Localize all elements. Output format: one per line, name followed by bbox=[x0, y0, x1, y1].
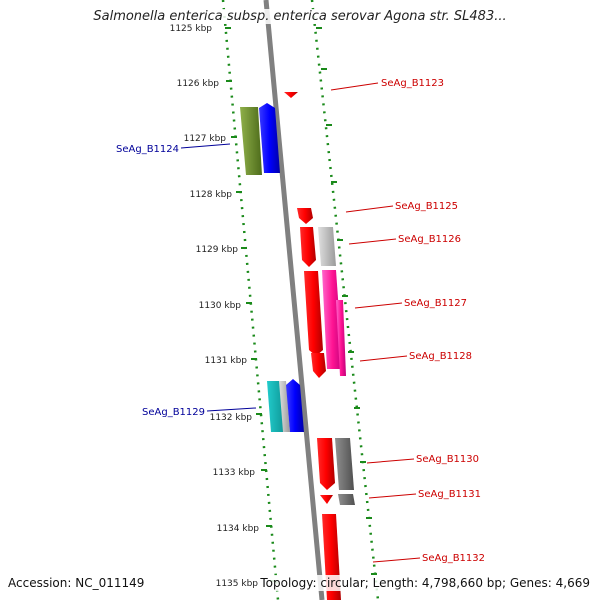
gene-label-SeAg_B1128[interactable]: SeAg_B1128 bbox=[409, 351, 472, 362]
gene-SeAg_B1131[interactable] bbox=[320, 494, 355, 505]
tick-label: 1129 kbp bbox=[196, 245, 239, 255]
gene-label-SeAg_B1126[interactable]: SeAg_B1126 bbox=[398, 234, 461, 245]
gene-label-SeAg_B1125[interactable]: SeAg_B1125 bbox=[395, 201, 458, 212]
label-leaders bbox=[180, 82, 421, 563]
gene-SeAg_B1126[interactable] bbox=[300, 227, 336, 267]
tick-label: 1131 kbp bbox=[205, 356, 248, 366]
tick-label: 1134 kbp bbox=[217, 524, 260, 534]
tick-label: 1127 kbp bbox=[184, 134, 227, 144]
gene-SeAg_B1128[interactable] bbox=[311, 300, 346, 378]
topology-summary: Topology: circular; Length: 4,798,660 bp… bbox=[260, 575, 590, 591]
gene-label-SeAg_B1123[interactable]: SeAg_B1123 bbox=[381, 78, 444, 89]
tick-label: 1128 kbp bbox=[190, 190, 233, 200]
tick-label: 1135 kbp bbox=[216, 579, 259, 589]
tick-label: 1125 kbp bbox=[170, 24, 213, 34]
gene-SeAg_B1125[interactable] bbox=[297, 208, 313, 224]
gene-SeAg_B1130[interactable] bbox=[317, 438, 354, 490]
gene-label-SeAg_B1131[interactable]: SeAg_B1131 bbox=[418, 489, 481, 500]
gene-SeAg_B1129[interactable] bbox=[267, 379, 304, 432]
gene-SeAg_B1124[interactable] bbox=[240, 103, 280, 175]
accession-label: Accession: NC_011149 bbox=[8, 575, 145, 591]
coordinate-labels: 1125 kbp 1126 kbp 1127 kbp 1128 kbp 1129… bbox=[170, 24, 260, 589]
genome-backbone bbox=[263, 0, 325, 600]
gene-label-SeAg_B1132[interactable]: SeAg_B1132 bbox=[422, 553, 485, 564]
gene-SeAg_B1123[interactable] bbox=[284, 92, 298, 98]
gene-label-SeAg_B1124[interactable]: SeAg_B1124 bbox=[116, 144, 179, 155]
gene-label-SeAg_B1130[interactable]: SeAg_B1130 bbox=[416, 454, 479, 465]
map-title: Salmonella enterica subsp. enterica sero… bbox=[0, 9, 600, 24]
tick-label: 1132 kbp bbox=[210, 413, 253, 423]
outer-track-right bbox=[310, 0, 380, 600]
gene-label-SeAg_B1127[interactable]: SeAg_B1127 bbox=[404, 298, 467, 309]
tick-label: 1133 kbp bbox=[213, 468, 256, 478]
gene-SeAg_B1127[interactable] bbox=[304, 270, 343, 369]
gene-labels: SeAg_B1124 SeAg_B1129 SeAg_B1123 SeAg_B1… bbox=[116, 78, 485, 564]
tick-label: 1130 kbp bbox=[199, 301, 242, 311]
outer-track-left bbox=[221, 0, 280, 600]
gene-label-SeAg_B1129[interactable]: SeAg_B1129 bbox=[142, 407, 205, 418]
tick-label: 1126 kbp bbox=[177, 79, 220, 89]
